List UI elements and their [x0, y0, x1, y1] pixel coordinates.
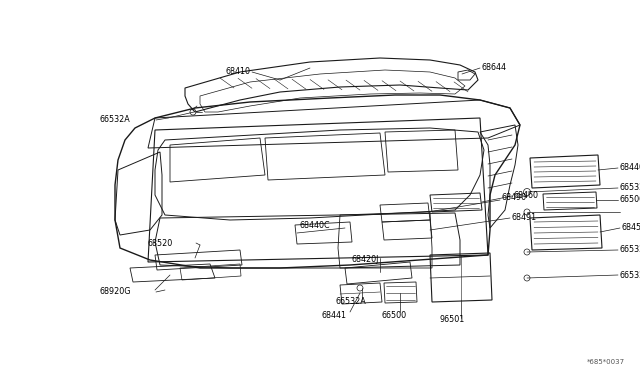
Text: 66532A: 66532A — [100, 115, 131, 125]
Text: 68441: 68441 — [322, 311, 347, 320]
Text: 68644: 68644 — [482, 62, 507, 71]
Text: 68450: 68450 — [622, 224, 640, 232]
Text: 66532A: 66532A — [620, 246, 640, 254]
Text: 66500: 66500 — [382, 311, 407, 320]
Text: 66532A: 66532A — [335, 298, 365, 307]
Text: 68460: 68460 — [514, 190, 539, 199]
Text: 68420J: 68420J — [352, 256, 380, 264]
Text: 68520: 68520 — [148, 238, 173, 247]
Text: 66500: 66500 — [620, 196, 640, 205]
Text: 68490: 68490 — [502, 193, 527, 202]
Text: 66532A: 66532A — [620, 270, 640, 279]
Text: 66532A: 66532A — [620, 183, 640, 192]
Text: 68440C: 68440C — [300, 221, 331, 230]
Text: 68491: 68491 — [512, 212, 537, 221]
Text: 68440: 68440 — [620, 164, 640, 173]
Text: 68920G: 68920G — [100, 288, 131, 296]
Text: 96501: 96501 — [440, 315, 465, 324]
Text: 68410: 68410 — [225, 67, 250, 77]
Text: *685*0037: *685*0037 — [587, 359, 625, 365]
